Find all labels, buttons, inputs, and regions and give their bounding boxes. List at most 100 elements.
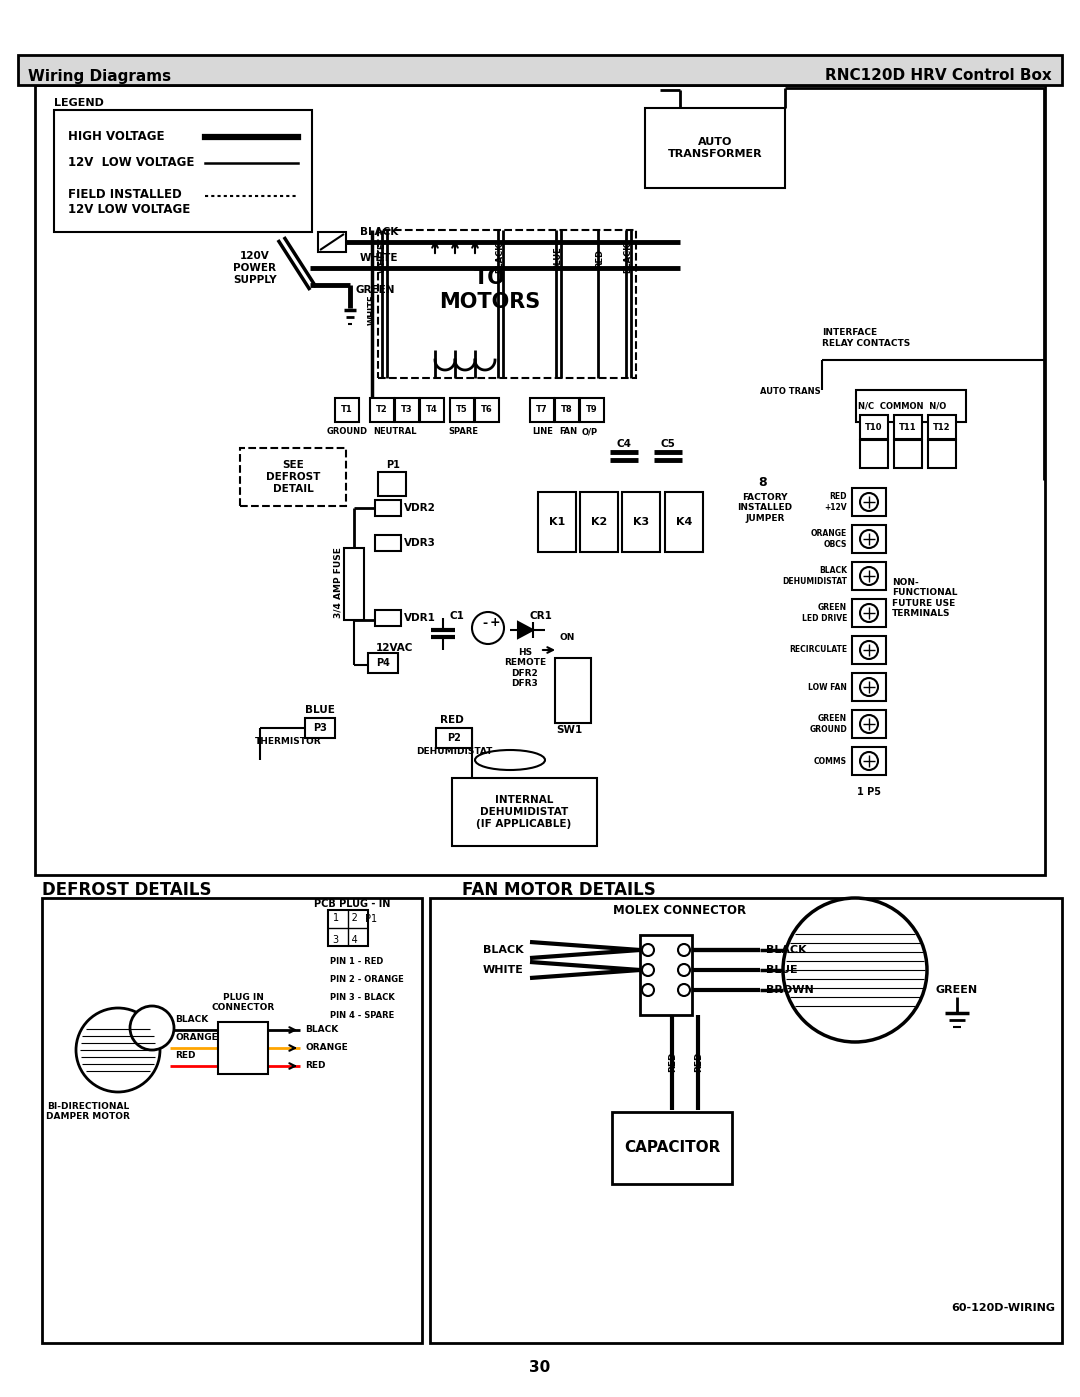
Text: C5: C5 — [661, 439, 675, 448]
Circle shape — [678, 983, 690, 996]
Text: BLACK: BLACK — [623, 243, 633, 274]
Text: C1: C1 — [450, 610, 464, 622]
Bar — [580, 492, 618, 552]
Circle shape — [472, 612, 504, 644]
Circle shape — [678, 964, 690, 977]
Text: T10: T10 — [865, 422, 882, 432]
Bar — [555, 398, 579, 422]
Text: HS
REMOTE
DFR2
DFR3: HS REMOTE DFR2 DFR3 — [504, 648, 546, 689]
Bar — [475, 398, 499, 422]
Bar — [894, 440, 922, 468]
Text: T8: T8 — [562, 405, 572, 415]
Bar — [530, 398, 554, 422]
Text: PLUG IN
CONNECTOR: PLUG IN CONNECTOR — [212, 993, 274, 1011]
Text: HIGH VOLTAGE: HIGH VOLTAGE — [68, 130, 164, 144]
Bar — [35, 85, 1045, 875]
Text: O/P: O/P — [582, 427, 598, 436]
Text: WHITE: WHITE — [367, 295, 377, 326]
Bar — [852, 636, 886, 664]
Text: P2: P2 — [447, 733, 461, 743]
Bar — [318, 232, 346, 251]
Text: TO
MOTORS: TO MOTORS — [440, 268, 541, 312]
Circle shape — [860, 493, 878, 511]
Bar — [240, 448, 346, 506]
Text: C4: C4 — [617, 439, 632, 448]
Text: T11: T11 — [900, 422, 917, 432]
Circle shape — [678, 944, 690, 956]
Circle shape — [860, 752, 878, 770]
Text: RED: RED — [595, 249, 605, 268]
Bar — [580, 398, 604, 422]
Text: BLACK: BLACK — [175, 1016, 208, 1024]
Bar — [852, 525, 886, 553]
Text: SW1: SW1 — [556, 725, 582, 735]
Bar — [370, 398, 394, 422]
Text: 12V  LOW VOLTAGE: 12V LOW VOLTAGE — [68, 156, 194, 169]
Text: INTERFACE
RELAY CONTACTS: INTERFACE RELAY CONTACTS — [822, 328, 910, 348]
Text: RED: RED — [694, 1052, 703, 1073]
Bar — [430, 898, 1062, 1343]
Text: BLACK: BLACK — [766, 944, 807, 956]
Text: T12: T12 — [933, 422, 950, 432]
Bar — [622, 492, 660, 552]
Text: 12VAC: 12VAC — [376, 643, 414, 652]
Bar — [436, 728, 472, 747]
Text: GREEN: GREEN — [355, 285, 394, 295]
Text: CAPACITOR: CAPACITOR — [624, 1140, 720, 1155]
Text: ORANGE: ORANGE — [305, 1044, 348, 1052]
Text: BLUE: BLUE — [766, 965, 798, 975]
Text: RNC120D HRV Control Box: RNC120D HRV Control Box — [825, 68, 1052, 84]
Bar — [368, 652, 399, 673]
Text: WHITE: WHITE — [483, 965, 524, 975]
Circle shape — [642, 964, 654, 977]
Text: GREEN: GREEN — [935, 985, 977, 995]
Text: BLACK
DEHUMIDISTAT: BLACK DEHUMIDISTAT — [782, 566, 847, 585]
Circle shape — [76, 1009, 160, 1092]
Bar — [42, 898, 422, 1343]
Bar — [18, 54, 1062, 85]
Text: SPARE: SPARE — [448, 427, 478, 436]
Text: AUTO
TRANSFORMER: AUTO TRANSFORMER — [667, 137, 762, 159]
Text: ON: ON — [561, 633, 576, 643]
Circle shape — [860, 678, 878, 696]
Text: MOLEX CONNECTOR: MOLEX CONNECTOR — [613, 904, 746, 916]
Text: LEGEND: LEGEND — [54, 98, 104, 108]
Bar — [345, 548, 364, 620]
Text: 1 P5: 1 P5 — [858, 787, 881, 798]
Bar — [328, 909, 368, 946]
Text: NON-
FUNCTIONAL
FUTURE USE
TERMINALS: NON- FUNCTIONAL FUTURE USE TERMINALS — [892, 578, 958, 617]
Text: K1: K1 — [549, 517, 565, 527]
Bar — [852, 562, 886, 590]
Bar — [852, 488, 886, 515]
Bar — [612, 1112, 732, 1185]
Bar — [894, 415, 922, 439]
Text: K3: K3 — [633, 517, 649, 527]
Text: RED: RED — [175, 1052, 195, 1060]
Text: BLACK: BLACK — [360, 226, 399, 237]
Text: FAN: FAN — [559, 427, 577, 436]
Polygon shape — [518, 622, 534, 638]
Text: ORANGE: ORANGE — [175, 1034, 218, 1042]
Text: GREEN
GROUND: GREEN GROUND — [809, 714, 847, 733]
Text: WHITE: WHITE — [360, 253, 399, 263]
Text: BLUE: BLUE — [554, 246, 563, 270]
Text: DEFROST DETAILS: DEFROST DETAILS — [42, 882, 212, 900]
Text: T2: T2 — [376, 405, 388, 415]
Text: T5: T5 — [456, 405, 468, 415]
Text: RED: RED — [669, 1052, 677, 1073]
Text: WHITE: WHITE — [378, 243, 387, 274]
Text: T9: T9 — [586, 405, 598, 415]
Text: ORANGE
OBCS: ORANGE OBCS — [811, 529, 847, 549]
Bar — [375, 535, 401, 550]
Text: GREEN
LED DRIVE: GREEN LED DRIVE — [801, 604, 847, 623]
Bar — [852, 710, 886, 738]
Bar — [450, 398, 474, 422]
Text: K2: K2 — [591, 517, 607, 527]
Circle shape — [860, 604, 878, 622]
Text: 30: 30 — [529, 1361, 551, 1376]
Bar — [665, 492, 703, 552]
Text: T4: T4 — [427, 405, 437, 415]
Text: NEUTRAL: NEUTRAL — [374, 427, 417, 436]
Text: BROWN: BROWN — [766, 985, 813, 995]
Bar — [305, 718, 335, 738]
